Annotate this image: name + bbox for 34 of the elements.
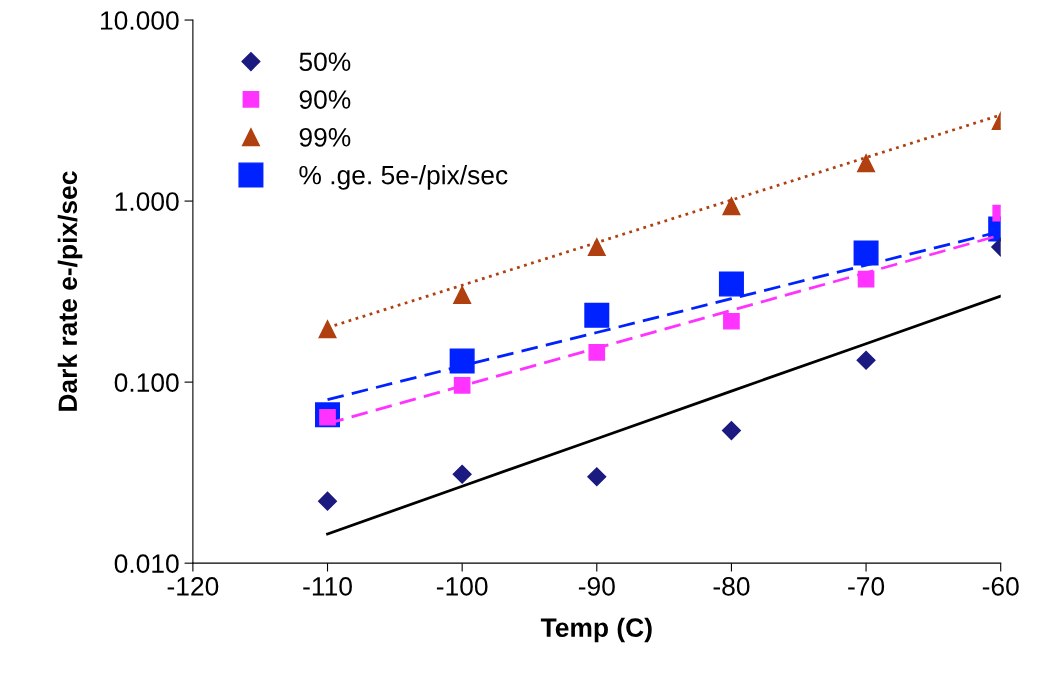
line-series (326, 294, 1001, 536)
point (452, 464, 472, 484)
point (449, 348, 475, 374)
point (584, 302, 610, 328)
x-tick-label: -120 (167, 577, 219, 596)
point (588, 344, 606, 361)
point (853, 240, 879, 266)
point (587, 467, 607, 487)
x-tick-label: -60 (982, 577, 1019, 596)
point (317, 491, 338, 511)
y-tick-label: 0.010 (114, 554, 179, 573)
point (718, 271, 744, 297)
x-tick-label: -80 (713, 577, 750, 596)
legend-label: 99% (299, 127, 351, 147)
y-axis-title: Dark rate e-/pix/sec (57, 171, 83, 411)
y-tick-label: 0.100 (114, 373, 179, 392)
y-tick-label: 1.000 (115, 192, 179, 211)
point (723, 312, 740, 330)
legend-label: % .ge. 5e-/pix/sec (299, 165, 508, 190)
legend-label: 90% (299, 90, 351, 109)
legend-label: 50% (299, 52, 351, 72)
point (722, 197, 741, 216)
x-tick-label: -100 (436, 577, 488, 596)
x-tick-label: -90 (578, 577, 615, 596)
point (721, 421, 741, 441)
point (856, 350, 876, 370)
x-tick-label: -110 (303, 577, 352, 596)
point (587, 238, 606, 257)
point (453, 285, 472, 304)
point (857, 154, 876, 173)
x-axis-title: Temp (C) (540, 617, 652, 643)
x-tick-label: -70 (848, 577, 885, 596)
point (318, 320, 337, 339)
y-tick-label: 10.000 (101, 11, 179, 30)
